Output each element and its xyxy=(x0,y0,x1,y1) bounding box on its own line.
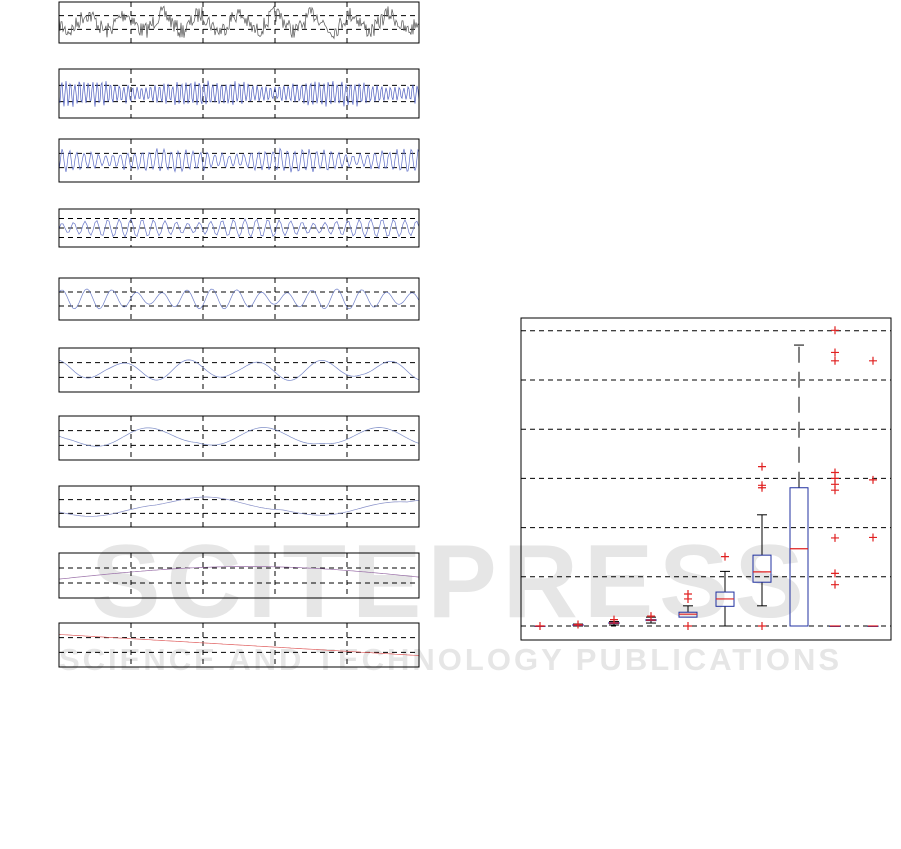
box-8 xyxy=(789,344,809,627)
outlier-marker xyxy=(869,356,877,365)
box-3 xyxy=(608,615,620,626)
subplot-8 xyxy=(58,485,420,528)
outlier-marker xyxy=(684,590,692,599)
subplot-frame xyxy=(58,277,420,321)
outlier-marker xyxy=(831,533,839,542)
outlier-marker xyxy=(610,615,618,624)
signal-line xyxy=(58,147,420,173)
outlier-marker xyxy=(831,468,839,477)
subplot-3 xyxy=(58,138,420,183)
subplot-9 xyxy=(58,552,420,599)
signal-line xyxy=(58,80,420,107)
box-iqr xyxy=(752,554,772,583)
subplot-6 xyxy=(58,347,420,393)
signal-line xyxy=(58,566,420,580)
subplot-frame xyxy=(58,485,420,528)
subplot-1 xyxy=(58,1,420,44)
box-5 xyxy=(678,590,698,630)
subplot-frame xyxy=(58,1,420,44)
signal-line xyxy=(58,496,420,517)
outlier-marker xyxy=(684,622,692,630)
outlier-marker xyxy=(758,481,766,490)
box-10 xyxy=(867,356,879,627)
subplot-frame xyxy=(58,138,420,183)
outlier-marker xyxy=(647,612,655,621)
subplot-frame xyxy=(58,208,420,248)
subplot-4 xyxy=(58,208,420,248)
signal-line xyxy=(58,634,420,656)
outlier-marker xyxy=(831,356,839,365)
signal-line xyxy=(58,359,420,381)
box-4 xyxy=(645,612,657,624)
boxplot-frame xyxy=(520,317,892,641)
box-6 xyxy=(715,552,735,627)
subplot-10 xyxy=(58,622,420,668)
box-iqr xyxy=(789,487,809,627)
subplot-5 xyxy=(58,277,420,321)
subplot-frame xyxy=(58,622,420,668)
boxplot xyxy=(520,317,892,641)
signal-line xyxy=(58,218,420,239)
outlier-marker xyxy=(869,533,877,542)
outlier-marker xyxy=(758,462,766,471)
outlier-marker xyxy=(869,475,877,484)
box-2 xyxy=(572,620,584,629)
outlier-marker xyxy=(831,569,839,578)
outlier-marker xyxy=(721,552,729,561)
signal-line xyxy=(58,427,420,447)
subplot-frame xyxy=(58,415,420,461)
outlier-marker xyxy=(831,348,839,357)
subplot-frame xyxy=(58,347,420,393)
box-9 xyxy=(829,326,841,627)
outlier-marker xyxy=(831,580,839,589)
outlier-marker xyxy=(831,326,839,335)
signal-line xyxy=(58,5,420,40)
outlier-marker xyxy=(758,622,766,630)
outlier-marker xyxy=(574,620,582,629)
subplot-7 xyxy=(58,415,420,461)
subplot-frame xyxy=(58,68,420,119)
signal-line xyxy=(58,288,420,310)
box-7 xyxy=(752,462,772,630)
outlier-marker xyxy=(536,622,544,630)
box-1 xyxy=(534,622,546,630)
subplot-frame xyxy=(58,552,420,599)
subplot-2 xyxy=(58,68,420,119)
